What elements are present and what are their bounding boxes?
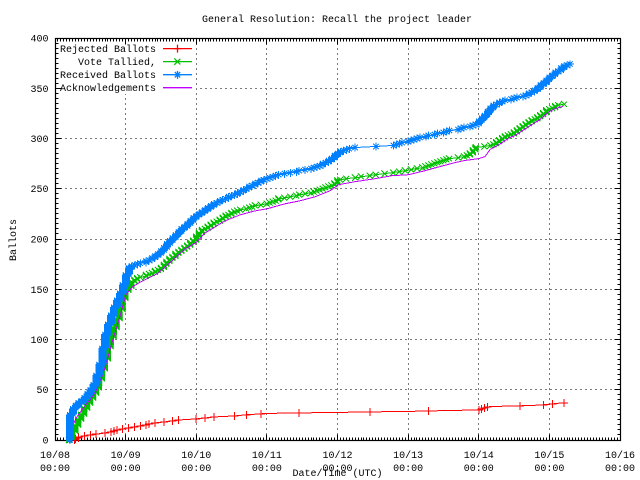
svg-text:00:00: 00:00 — [181, 464, 211, 475]
svg-text:00:00: 00:00 — [252, 464, 282, 475]
svg-text:Received Ballots: Received Ballots — [60, 70, 156, 82]
svg-text:00:00: 00:00 — [40, 464, 70, 475]
svg-text:10/16: 10/16 — [605, 450, 635, 462]
svg-text:Date/Time (UTC): Date/Time (UTC) — [292, 468, 382, 480]
svg-text:250: 250 — [30, 185, 48, 196]
svg-text:50: 50 — [36, 386, 48, 397]
svg-text:00:00: 00:00 — [605, 464, 635, 475]
svg-text:10/15: 10/15 — [534, 450, 564, 462]
svg-text:00:00: 00:00 — [322, 464, 352, 475]
svg-text:Acknowledgements: Acknowledgements — [60, 83, 156, 95]
svg-text:200: 200 — [30, 236, 48, 247]
svg-text:10/14: 10/14 — [464, 450, 494, 462]
svg-text:10/08: 10/08 — [40, 450, 70, 462]
svg-text:350: 350 — [30, 85, 48, 96]
svg-text:100: 100 — [30, 336, 48, 347]
svg-text:0: 0 — [42, 437, 48, 448]
svg-text:Vote Tallied,: Vote Tallied, — [78, 57, 156, 69]
svg-text:General Resolution: Recall the: General Resolution: Recall the project l… — [202, 14, 472, 26]
svg-text:400: 400 — [30, 35, 48, 46]
svg-text:00:00: 00:00 — [111, 464, 141, 475]
svg-text:10/09: 10/09 — [111, 450, 141, 462]
svg-text:10/11: 10/11 — [252, 450, 282, 462]
svg-text:10/10: 10/10 — [181, 450, 211, 462]
svg-text:10/13: 10/13 — [393, 450, 423, 462]
svg-text:Rejected Ballots: Rejected Ballots — [60, 44, 156, 56]
svg-text:Ballots: Ballots — [8, 219, 20, 261]
svg-text:300: 300 — [30, 135, 48, 146]
svg-text:00:00: 00:00 — [393, 464, 423, 475]
svg-text:10/12: 10/12 — [322, 450, 352, 462]
svg-text:150: 150 — [30, 286, 48, 297]
svg-text:00:00: 00:00 — [534, 464, 564, 475]
svg-text:00:00: 00:00 — [464, 464, 494, 475]
